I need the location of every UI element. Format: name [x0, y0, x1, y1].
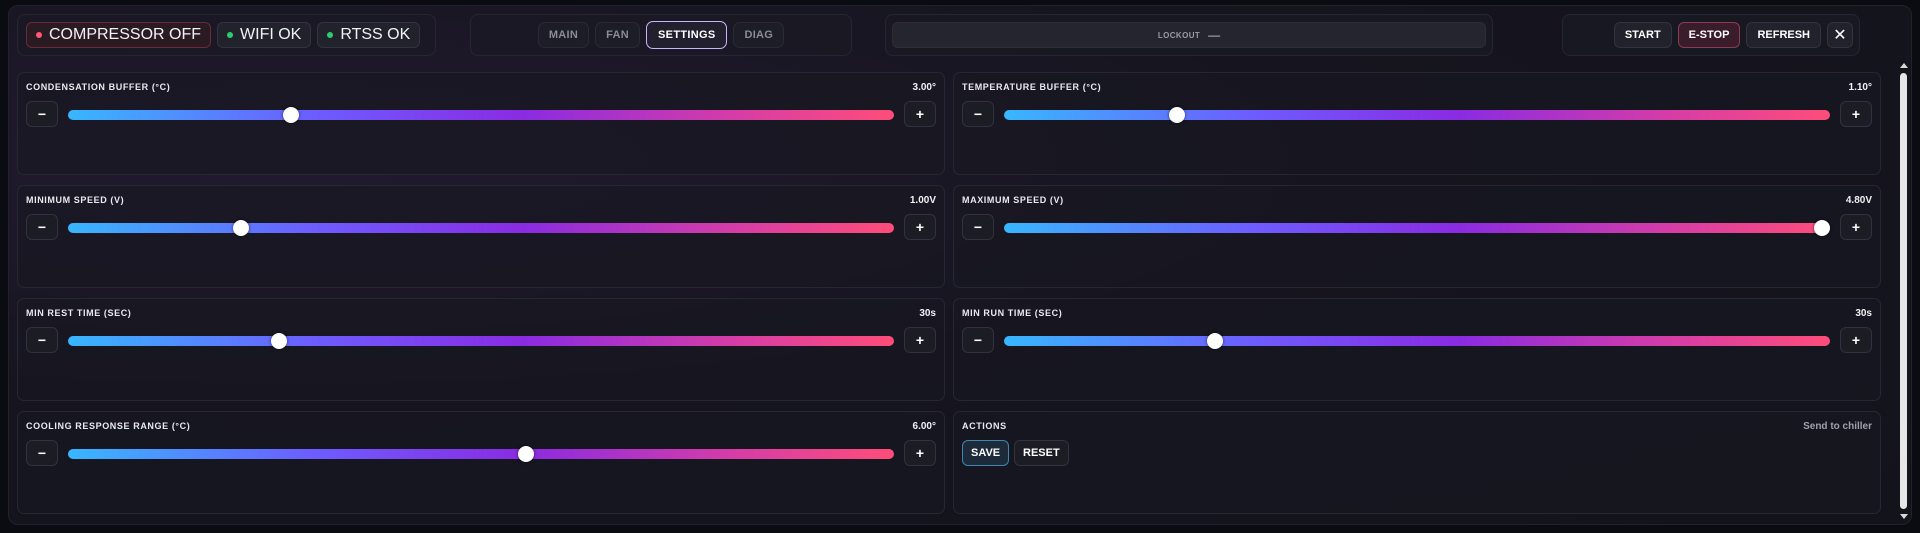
setting-slider[interactable]	[68, 107, 894, 123]
slider-thumb[interactable]	[233, 220, 250, 236]
lockout-value: —	[1208, 28, 1221, 42]
rtss-status-label: RTSS OK	[340, 26, 411, 43]
chiller-app: COMPRESSOR OFF WIFI OK RTSS OK MAIN FAN …	[8, 5, 1912, 525]
increment-button[interactable]: +	[904, 440, 936, 466]
lockout-bar: LOCKOUT —	[892, 22, 1486, 48]
actions-panel: ACTIONS Send to chiller SAVE RESET	[953, 411, 1881, 514]
slider-thumb[interactable]	[1206, 333, 1223, 349]
wifi-status-label: WIFI OK	[240, 26, 302, 43]
close-icon[interactable]: ✕	[1827, 22, 1853, 48]
tab-main[interactable]: MAIN	[537, 22, 590, 48]
setting-slider[interactable]	[1004, 220, 1830, 236]
setting-value: 30s	[919, 308, 936, 319]
setting-panel-min-rest-time: MIN REST TIME (SEC) 30s − +	[17, 298, 945, 401]
actions-hint: Send to chiller	[1803, 421, 1872, 432]
rtss-status-badge: RTSS OK	[317, 22, 421, 48]
setting-value: 3.00°	[912, 82, 936, 93]
status-dot-icon	[227, 32, 234, 38]
increment-button[interactable]: +	[904, 327, 936, 353]
compressor-status-label: COMPRESSOR OFF	[49, 26, 202, 43]
slider-thumb[interactable]	[283, 107, 300, 123]
lockout-label: LOCKOUT	[1157, 30, 1201, 40]
action-group: START E-STOP REFRESH ✕	[1562, 14, 1860, 56]
setting-slider[interactable]	[68, 333, 894, 349]
setting-value: 4.80V	[1845, 195, 1872, 206]
slider-thumb[interactable]	[1813, 220, 1830, 236]
setting-slider[interactable]	[68, 220, 894, 236]
setting-panel-cooling-response-range: COOLING RESPONSE RANGE (°C) 6.00° − +	[17, 411, 945, 514]
lockout-group: LOCKOUT —	[885, 14, 1493, 56]
setting-slider[interactable]	[1004, 333, 1830, 349]
setting-value: 1.10°	[1848, 82, 1872, 93]
slider-thumb[interactable]	[518, 446, 535, 462]
refresh-button[interactable]: REFRESH	[1746, 22, 1821, 48]
setting-panel-minimum-speed: MINIMUM SPEED (V) 1.00V − +	[17, 185, 945, 288]
setting-panel-condensation-buffer: CONDENSATION BUFFER (°C) 3.00° − +	[17, 72, 945, 175]
tab-fan[interactable]: FAN	[595, 22, 641, 48]
compressor-status-badge: COMPRESSOR OFF	[26, 22, 212, 48]
setting-slider[interactable]	[1004, 107, 1830, 123]
top-bar: COMPRESSOR OFF WIFI OK RTSS OK MAIN FAN …	[9, 6, 1911, 61]
increment-button[interactable]: +	[904, 214, 936, 240]
scrollbar[interactable]	[1898, 61, 1909, 521]
reset-button[interactable]: RESET	[1014, 440, 1069, 466]
status-dot-icon	[327, 32, 334, 38]
increment-button[interactable]: +	[1840, 327, 1872, 353]
setting-panel-temperature-buffer: TEMPERATURE BUFFER (°C) 1.10° − +	[953, 72, 1881, 175]
setting-value: 30s	[1855, 308, 1872, 319]
scroll-down-arrow-icon[interactable]	[1900, 514, 1908, 519]
decrement-button[interactable]: −	[962, 327, 994, 353]
estop-button[interactable]: E-STOP	[1677, 22, 1741, 48]
tab-settings[interactable]: SETTINGS	[646, 21, 728, 49]
status-dot-icon	[36, 32, 42, 38]
start-button[interactable]: START	[1613, 22, 1672, 48]
setting-slider[interactable]	[68, 446, 894, 462]
wifi-status-badge: WIFI OK	[217, 22, 312, 48]
setting-label: CONDENSATION BUFFER (°C)	[26, 82, 171, 92]
increment-button[interactable]: +	[904, 101, 936, 127]
decrement-button[interactable]: −	[26, 101, 58, 127]
save-button[interactable]: SAVE	[962, 440, 1010, 466]
setting-value: 6.00°	[912, 421, 936, 432]
setting-label: MIN REST TIME (SEC)	[26, 308, 132, 318]
setting-panel-maximum-speed: MAXIMUM SPEED (V) 4.80V − +	[953, 185, 1881, 288]
setting-label: MINIMUM SPEED (V)	[26, 195, 125, 205]
setting-label: MAXIMUM SPEED (V)	[962, 195, 1064, 205]
tab-bar: MAIN FAN SETTINGS DIAG	[470, 14, 852, 56]
slider-thumb[interactable]	[270, 333, 287, 349]
setting-label: MIN RUN TIME (SEC)	[962, 308, 1063, 318]
setting-label: COOLING RESPONSE RANGE (°C)	[26, 421, 191, 431]
decrement-button[interactable]: −	[962, 101, 994, 127]
decrement-button[interactable]: −	[26, 440, 58, 466]
setting-value: 1.00V	[909, 195, 936, 206]
status-group: COMPRESSOR OFF WIFI OK RTSS OK	[17, 14, 436, 56]
setting-label: TEMPERATURE BUFFER (°C)	[962, 82, 1102, 92]
increment-button[interactable]: +	[1840, 214, 1872, 240]
increment-button[interactable]: +	[1840, 101, 1872, 127]
setting-panel-min-run-time: MIN RUN TIME (SEC) 30s − +	[953, 298, 1881, 401]
tab-diag[interactable]: DIAG	[733, 22, 785, 48]
decrement-button[interactable]: −	[26, 214, 58, 240]
scroll-up-arrow-icon[interactable]	[1900, 63, 1908, 68]
decrement-button[interactable]: −	[26, 327, 58, 353]
decrement-button[interactable]: −	[962, 214, 994, 240]
scrollbar-thumb[interactable]	[1900, 73, 1907, 509]
actions-title: ACTIONS	[962, 421, 1007, 431]
slider-thumb[interactable]	[1169, 107, 1186, 123]
